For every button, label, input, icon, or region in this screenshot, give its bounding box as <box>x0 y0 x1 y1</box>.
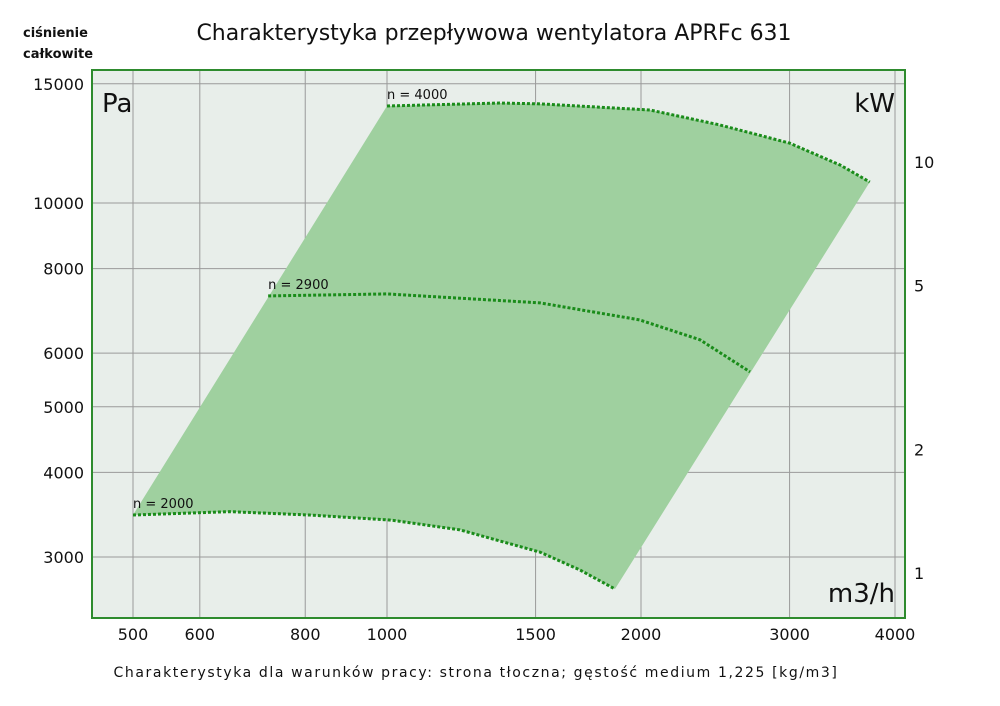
plot-border <box>91 69 906 619</box>
y-tick-label: 3000 <box>43 548 84 567</box>
y-axis-label-line2: całkowite <box>23 47 93 62</box>
y-axis-label-line1: ciśnienie <box>23 26 88 41</box>
y-tick-label: 4000 <box>43 463 84 482</box>
y2-tick-label: 1 <box>914 564 924 583</box>
curve-n4000 <box>386 101 871 184</box>
curve-label: n = 2000 <box>133 497 193 512</box>
x-tick-label: 800 <box>290 625 321 644</box>
x-tick-label: 600 <box>185 625 216 644</box>
x-tick-label: 3000 <box>769 625 810 644</box>
curve-n2900 <box>268 292 751 374</box>
curves <box>132 101 871 591</box>
y-unit-label: Pa <box>102 89 132 119</box>
y2-tick-label: 10 <box>914 153 934 172</box>
curve-n2000 <box>132 510 616 591</box>
x-tick-label: 2000 <box>621 625 662 644</box>
y-tick-label: 5000 <box>43 398 84 417</box>
x-tick-label: 1000 <box>367 625 408 644</box>
footnote: Charakterystyka dla warunków pracy: stro… <box>114 665 839 681</box>
x-tick-label: 500 <box>118 625 149 644</box>
y-tick-label: 8000 <box>43 260 84 279</box>
y-tick-label: 10000 <box>33 194 84 213</box>
y2-unit-label: kW <box>854 89 895 119</box>
curve-label: n = 4000 <box>387 88 447 103</box>
y2-tick-label: 5 <box>914 277 924 296</box>
y-tick-label: 15000 <box>33 75 84 94</box>
curve-label: n = 2900 <box>268 278 328 293</box>
x-tick-label: 4000 <box>875 625 916 644</box>
chart-title: Charakterystyka przepływowa wentylatora … <box>196 21 791 46</box>
y-tick-label: 6000 <box>43 344 84 363</box>
operating-range-area <box>133 103 870 590</box>
x-unit-label: m3/h <box>828 579 895 609</box>
y2-tick-label: 2 <box>914 440 924 459</box>
x-tick-label: 1500 <box>515 625 556 644</box>
